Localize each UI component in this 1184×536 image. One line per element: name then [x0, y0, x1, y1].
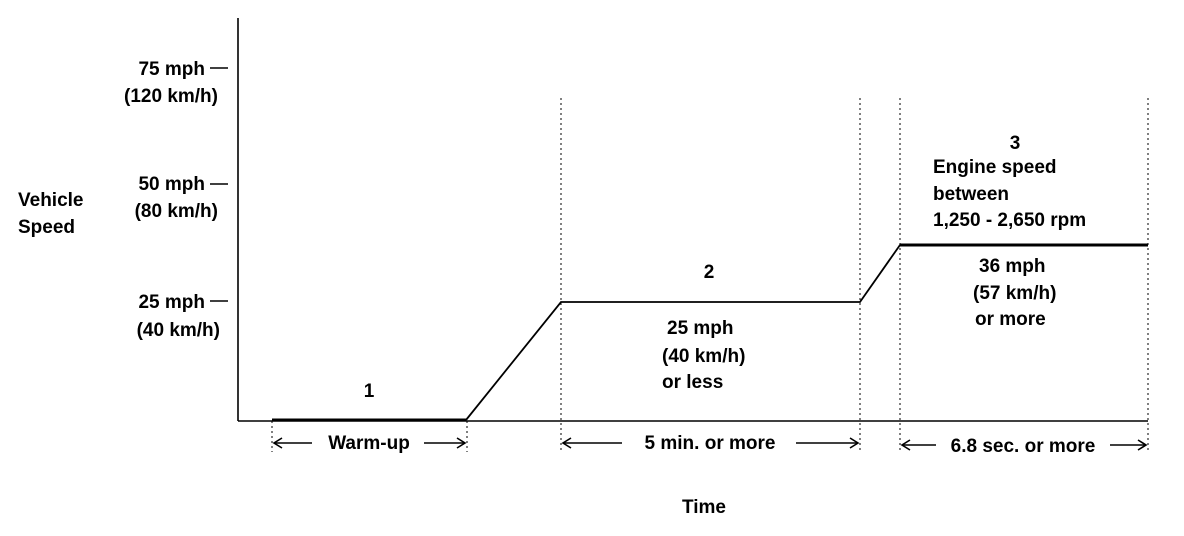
tick-label-50-mph: 50 mph — [138, 174, 205, 195]
phase-3-speed-line2: (57 km/h) — [973, 283, 1056, 304]
tick-label-75-mph: 75 mph — [138, 59, 205, 80]
tick-label-120-kmh: (120 km/h) — [124, 86, 218, 107]
phase-2-speed-line2: (40 km/h) — [662, 346, 745, 367]
x-axis-title: Time — [682, 497, 726, 518]
tick-label-40-kmh: (40 km/h) — [137, 320, 220, 341]
phase-2-duration-arrow — [561, 437, 860, 449]
phase-3-engine-line1: Engine speed — [933, 157, 1057, 178]
phase-3-speed-line1: 36 mph — [979, 256, 1046, 277]
phase-2-speed-line1: 25 mph — [667, 318, 734, 339]
tick-label-80-kmh: (80 km/h) — [135, 201, 218, 222]
phase-3-engine-line2: between — [933, 184, 1009, 205]
phase-3-engine-line3: 1,250 - 2,650 rpm — [933, 210, 1086, 231]
phase-2-duration-label: 5 min. or more — [645, 433, 776, 454]
phase-1-duration-label: Warm-up — [328, 433, 410, 454]
phase-3-number: 3 — [1010, 133, 1021, 154]
speed-profile-line — [465, 244, 1148, 421]
tick-label-25-mph: 25 mph — [138, 292, 205, 313]
phase-2-speed-line3: or less — [662, 372, 723, 393]
phase-3-duration-arrow — [900, 439, 1148, 451]
phase-1-number: 1 — [364, 381, 375, 402]
phase-1-duration-arrow — [272, 437, 467, 449]
y-axis-title-line2: Speed — [18, 217, 75, 238]
phase-3-speed-line3: or more — [975, 309, 1046, 330]
phase-3-duration-label: 6.8 sec. or more — [951, 436, 1096, 457]
y-axis-title-line1: Vehicle — [18, 190, 84, 211]
phase-2-number: 2 — [704, 262, 715, 283]
